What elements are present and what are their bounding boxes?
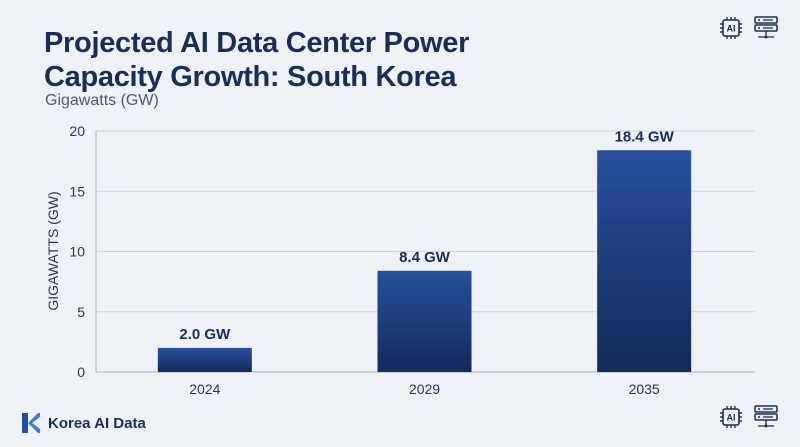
- chart-title-line-2: Capacity Growth: South Korea: [44, 61, 457, 93]
- y-tick-label: 15: [69, 183, 85, 199]
- y-tick-label: 5: [77, 304, 85, 320]
- data-label: 18.4 GW: [615, 128, 675, 145]
- header-icons: AI: [719, 16, 779, 40]
- brand: Korea AI Data: [22, 413, 146, 433]
- data-label: 8.4 GW: [399, 249, 451, 266]
- ai-chip-icon: AI: [719, 405, 743, 429]
- ai-chip-icon: AI: [719, 16, 743, 40]
- bar-2029: [377, 270, 472, 372]
- brand-name: Korea AI Data: [48, 414, 146, 432]
- bar-2024: [157, 347, 252, 372]
- data-label: 2.0 GW: [179, 326, 231, 343]
- y-tick-label: 10: [69, 244, 85, 260]
- y-axis-label: GIGAWATTS (GW): [45, 191, 61, 310]
- x-tick-label: 2035: [629, 381, 660, 397]
- footer-icons: AI: [719, 405, 779, 429]
- server-rack-icon: [753, 16, 779, 40]
- ai-chip-label: AI: [727, 24, 736, 34]
- ai-chip-label: AI: [727, 413, 736, 423]
- x-tick-label: 2029: [409, 381, 440, 397]
- chart-title-line-1: Projected AI Data Center Power: [44, 27, 470, 59]
- bar-2035: [597, 150, 692, 372]
- y-tick-label: 0: [77, 364, 85, 380]
- x-tick-label: 2024: [189, 381, 220, 397]
- k-logo-icon: [22, 413, 40, 433]
- server-rack-icon: [753, 405, 779, 429]
- chart-subtitle: Gigawatts (GW): [45, 92, 159, 109]
- chart-title: Projected AI Data Center Power Capacity …: [44, 26, 469, 94]
- y-tick-label: 20: [69, 123, 85, 139]
